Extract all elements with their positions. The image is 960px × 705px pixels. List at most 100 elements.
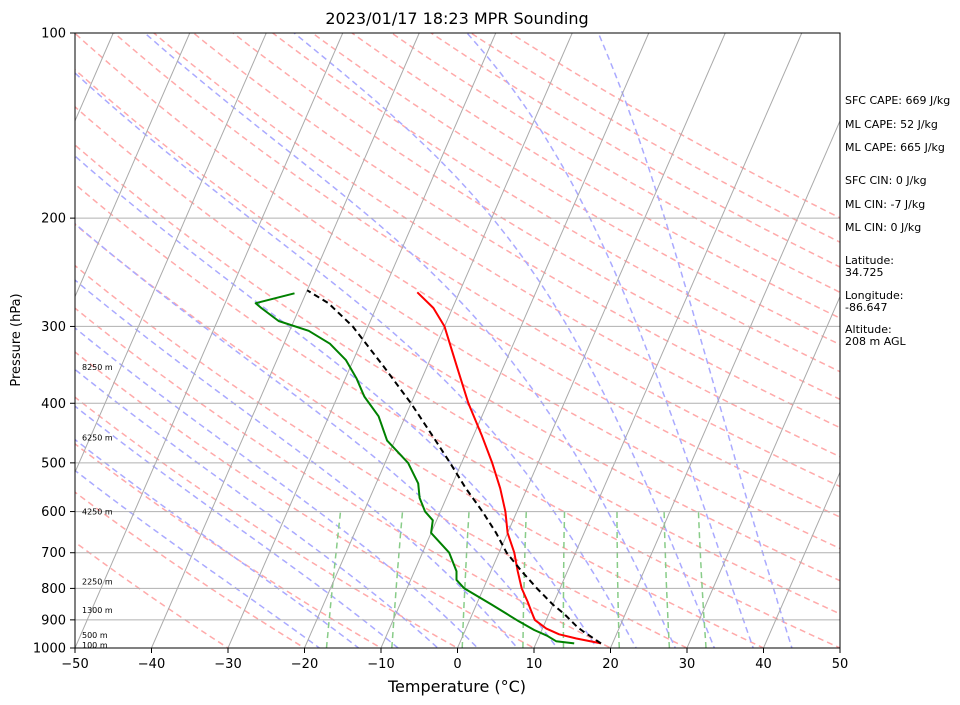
stat-label: ML CIN: -7 J/kg <box>845 198 925 211</box>
dewpoint-line <box>254 292 575 645</box>
x-axis: −50 −40 −30 −20 −10 0 10 20 30 40 50 <box>61 648 848 672</box>
moist-adiabat <box>293 33 716 648</box>
dry-adiabat <box>75 33 840 518</box>
x-tick-label: −30 <box>214 657 241 672</box>
dry-adiabat <box>311 33 840 346</box>
height-label: 6250 m <box>82 434 113 443</box>
stat-label: Longitude: <box>845 289 903 302</box>
sounding-profiles <box>254 289 602 645</box>
stat-label: ML CIN: 0 J/kg <box>845 221 921 234</box>
height-label: 1300 m <box>82 606 113 615</box>
mixing-ratio-line <box>616 511 621 648</box>
moist-adiabat <box>75 155 598 648</box>
moist-adiabat <box>75 279 519 648</box>
stat-label: Altitude: <box>845 323 892 336</box>
moist-adiabat <box>75 438 360 648</box>
x-tick-label: 10 <box>526 657 543 672</box>
mixing-ratio-line <box>697 511 707 648</box>
x-tick-label: −10 <box>367 657 394 672</box>
x-tick-label: 40 <box>755 657 772 672</box>
y-tick-label: 100 <box>41 27 66 42</box>
moist-adiabat <box>75 326 479 648</box>
dry-adiabat <box>75 183 840 648</box>
dry-adiabat <box>75 264 689 648</box>
isotherm <box>75 33 344 648</box>
dry-adiabat <box>272 33 840 373</box>
dry-adiabat <box>75 491 306 648</box>
temperature-line <box>416 291 602 645</box>
dry-adiabat <box>75 105 840 582</box>
stat-label: 208 m AGL <box>845 335 907 348</box>
moist-adiabat <box>597 33 793 648</box>
stat-label: ML CAPE: 52 J/kg <box>845 118 938 131</box>
mixing-ratio-line <box>562 511 566 648</box>
y-tick-label: 300 <box>41 320 66 335</box>
height-label: 4250 m <box>82 508 113 517</box>
x-axis-label: Temperature (°C) <box>387 677 526 696</box>
isotherm <box>533 33 803 648</box>
chart-title: 2023/01/17 18:23 MPR Sounding <box>325 9 588 28</box>
dry-adiabat <box>75 68 840 550</box>
moist-adiabat <box>75 368 439 648</box>
x-tick-label: 30 <box>679 657 696 672</box>
dry-adiabat <box>470 33 840 244</box>
dry-adiabat <box>75 307 613 648</box>
y-tick-label: 1000 <box>33 642 66 657</box>
isotherm <box>610 119 840 648</box>
x-tick-label: −50 <box>61 657 88 672</box>
mixing-ratio-line <box>663 511 671 648</box>
height-label: 8250 m <box>82 363 113 372</box>
isotherm <box>75 33 191 298</box>
x-tick-label: −40 <box>138 657 165 672</box>
stat-label: -86.647 <box>845 301 887 314</box>
parcel-line <box>306 289 602 645</box>
dry-adiabat <box>113 33 840 488</box>
isotherm <box>151 33 420 648</box>
isotherm <box>763 471 840 648</box>
isotherm <box>304 33 573 648</box>
x-tick-label: 0 <box>453 657 461 672</box>
dry-adiabat <box>351 33 840 319</box>
mixing-ratio-line <box>391 511 404 648</box>
x-tick-label: 20 <box>602 657 619 672</box>
x-tick-label: 50 <box>832 657 849 672</box>
isotherm <box>227 33 497 648</box>
stat-label: SFC CAPE: 669 J/kg <box>845 94 950 107</box>
y-tick-label: 500 <box>41 456 66 471</box>
x-tick-label: −20 <box>291 657 318 672</box>
moist-adiabat <box>144 33 677 648</box>
y-axis-label: Pressure (hPa) <box>9 293 24 386</box>
y-tick-label: 900 <box>41 613 66 628</box>
sounding-stats-panel: SFC CAPE: 669 J/kg ML CAPE: 52 J/kg ML CAP… <box>845 94 950 348</box>
stat-label: 34.725 <box>845 266 884 279</box>
stat-label: SFC CIN: 0 J/kg <box>845 174 927 187</box>
mixing-ratio-line <box>325 511 342 648</box>
stat-label: ML CAPE: 665 J/kg <box>845 141 945 154</box>
dry-adiabat <box>153 33 840 458</box>
moist-adiabat <box>75 469 321 648</box>
height-label: 2250 m <box>82 578 113 587</box>
mixing-ratio-line <box>461 511 470 648</box>
pressure-gridlines <box>75 32 840 649</box>
height-label: 500 m <box>82 631 108 640</box>
y-axis: 100 200 300 400 500 600 700 800 900 1000 <box>33 27 75 657</box>
isotherm <box>75 33 267 474</box>
dry-adiabat <box>391 33 840 294</box>
dry-adiabat <box>75 143 840 615</box>
moist-adiabat <box>75 222 559 648</box>
y-tick-label: 400 <box>41 397 66 412</box>
moist-adiabat <box>466 33 755 648</box>
isotherm <box>380 33 650 648</box>
dry-adiabat <box>193 33 840 429</box>
y-tick-label: 600 <box>41 505 66 520</box>
y-tick-label: 200 <box>41 212 66 227</box>
dry-adiabat <box>75 223 766 648</box>
height-label: 100 m <box>82 641 108 650</box>
stat-label: Latitude: <box>845 254 894 267</box>
dry-adiabat <box>75 351 536 648</box>
mixing-ratio-line <box>522 511 528 648</box>
y-tick-label: 700 <box>41 546 66 561</box>
dry-adiabat <box>75 442 383 648</box>
